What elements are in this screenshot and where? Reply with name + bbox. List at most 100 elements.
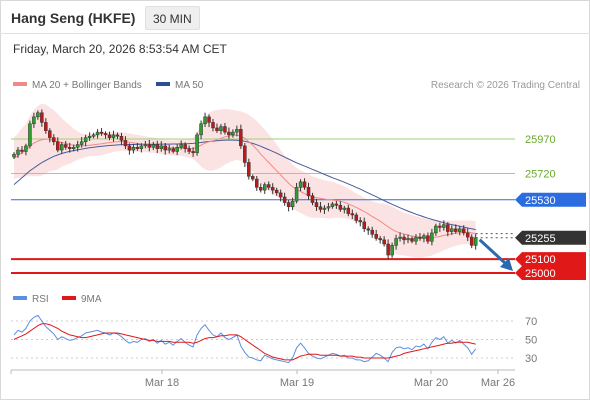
candle — [426, 232, 430, 244]
candle — [52, 134, 56, 146]
forecast-arrow-shaft — [478, 238, 507, 265]
support-badge: 25000 — [515, 266, 586, 280]
candle-body — [231, 131, 235, 136]
ma20-line — [13, 134, 476, 239]
candle — [107, 131, 112, 141]
candle-body — [87, 135, 92, 138]
candle — [56, 137, 60, 153]
candle — [465, 228, 470, 242]
candle — [87, 132, 92, 141]
interval-button[interactable]: 30 MIN — [145, 6, 200, 30]
candle-body — [406, 238, 410, 241]
candle-body — [20, 149, 24, 152]
candle — [270, 183, 275, 195]
candle-body — [155, 144, 160, 149]
candle-body — [247, 162, 251, 177]
x-tick-label: Mar 19 — [280, 377, 314, 389]
legend-ma50: MA 50 — [156, 80, 203, 91]
candle — [378, 235, 382, 244]
candle — [175, 144, 179, 156]
candle — [231, 129, 235, 138]
candle — [67, 142, 72, 153]
candle — [48, 128, 52, 143]
candle-body — [346, 207, 351, 214]
candle-body — [95, 131, 100, 136]
candle-body — [370, 229, 374, 235]
support-badge: 25100 — [515, 252, 586, 267]
candle — [326, 202, 331, 212]
candle — [79, 137, 84, 148]
candle — [310, 192, 315, 206]
candle — [243, 143, 247, 168]
rsi-ma-swatch — [62, 296, 76, 301]
resistance-label: 25720 — [525, 169, 556, 181]
pivot-badge: 25530 — [515, 192, 586, 207]
candle-body — [282, 196, 287, 203]
candle-body — [402, 236, 406, 241]
candle-body — [123, 140, 128, 147]
instrument-title: Hang Seng (HKFE) — [11, 10, 136, 26]
candle-body — [362, 221, 366, 230]
candle — [394, 234, 398, 250]
candle-body — [183, 144, 187, 149]
last-badge-bg — [515, 230, 586, 245]
candle — [418, 233, 422, 241]
candle-body — [243, 145, 247, 163]
candle-body — [71, 147, 76, 149]
candle — [274, 187, 279, 196]
candle-body — [36, 112, 40, 118]
candle — [282, 192, 287, 206]
candle-body — [350, 213, 355, 216]
candle-body — [107, 134, 112, 138]
candle-body — [131, 147, 136, 151]
candle-body — [147, 144, 152, 148]
candle — [127, 143, 132, 155]
candle — [346, 204, 351, 217]
candle — [211, 118, 215, 132]
candle-body — [195, 134, 199, 154]
candle — [151, 141, 156, 151]
candle-body — [386, 243, 390, 256]
candle-body — [442, 224, 446, 228]
last-label: 25255 — [525, 233, 556, 245]
candle — [259, 183, 263, 193]
candle — [203, 112, 207, 127]
candle — [306, 182, 311, 200]
candle — [262, 182, 267, 194]
candle — [255, 176, 259, 191]
x-tick-label: Mar 18 — [145, 377, 179, 389]
candle-body — [163, 145, 167, 151]
resistance-label: 25970 — [525, 134, 556, 146]
candle — [398, 232, 402, 242]
candle-body — [40, 112, 44, 123]
candle-body — [139, 145, 144, 149]
candle — [290, 197, 295, 211]
candle — [71, 144, 76, 152]
candle-body — [366, 228, 370, 231]
candle-body — [44, 122, 48, 131]
candle-body — [338, 205, 343, 210]
candle-body — [119, 135, 124, 141]
candle-body — [374, 234, 378, 239]
candle — [171, 146, 175, 154]
candle — [374, 229, 378, 241]
candle — [338, 201, 343, 212]
candle-body — [354, 214, 359, 221]
candle-body — [454, 228, 458, 232]
candle — [227, 127, 231, 139]
candle-body — [255, 178, 259, 188]
candle-body — [63, 144, 68, 148]
ma50-swatch — [156, 82, 170, 87]
candle-body — [310, 195, 315, 203]
legend-rsi-ma-label: 9MA — [81, 294, 102, 305]
candle-body — [390, 245, 394, 256]
candle — [28, 120, 32, 149]
candle — [103, 131, 108, 139]
candle — [422, 233, 426, 243]
candle-body — [83, 137, 88, 143]
forecast-arrow-head — [500, 258, 513, 271]
candle — [235, 125, 239, 137]
pivot-label: 25530 — [525, 195, 556, 207]
rsi-swatch — [13, 296, 27, 301]
